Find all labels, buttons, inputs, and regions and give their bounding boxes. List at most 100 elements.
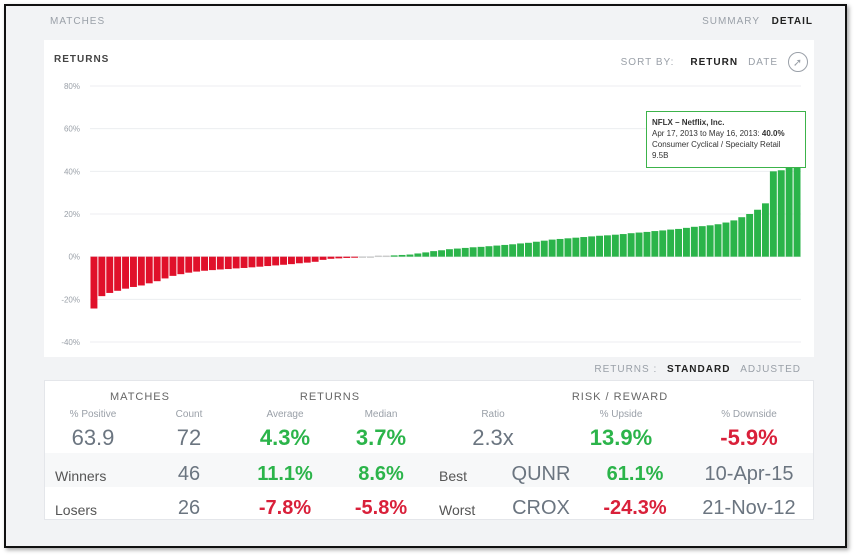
return-bar[interactable] bbox=[690, 226, 698, 257]
tooltip-sector: Consumer Cyclical / Specialty Retail bbox=[652, 140, 781, 149]
return-bar[interactable] bbox=[240, 256, 248, 268]
return-bar[interactable] bbox=[580, 237, 588, 257]
return-bar[interactable] bbox=[643, 231, 651, 257]
return-bar[interactable] bbox=[785, 167, 793, 257]
return-bar[interactable] bbox=[501, 244, 509, 257]
return-bar[interactable] bbox=[374, 255, 382, 257]
return-bar[interactable] bbox=[777, 170, 785, 257]
return-bar[interactable] bbox=[477, 246, 485, 257]
return-bar[interactable] bbox=[667, 229, 675, 257]
detail-tab[interactable]: DETAIL bbox=[771, 16, 813, 27]
return-bar[interactable] bbox=[548, 239, 556, 257]
return-bar[interactable] bbox=[280, 256, 287, 265]
return-bar[interactable] bbox=[683, 227, 690, 257]
return-bar[interactable] bbox=[793, 126, 801, 257]
average-label: Average bbox=[266, 409, 304, 420]
summary-tab[interactable]: SUMMARY bbox=[702, 16, 760, 27]
return-bar[interactable] bbox=[98, 256, 106, 297]
return-bar[interactable] bbox=[153, 256, 161, 282]
return-bar[interactable] bbox=[754, 209, 761, 257]
return-bar[interactable] bbox=[556, 238, 564, 257]
sort-date-option[interactable]: DATE bbox=[748, 56, 778, 68]
return-bar[interactable] bbox=[201, 256, 208, 271]
return-bar[interactable] bbox=[343, 256, 351, 258]
return-bar[interactable] bbox=[493, 245, 501, 257]
worst-label: Worst bbox=[439, 502, 476, 518]
return-bar[interactable] bbox=[698, 226, 706, 257]
return-bar[interactable] bbox=[367, 256, 374, 258]
return-bar[interactable] bbox=[762, 203, 769, 257]
return-bar[interactable] bbox=[604, 235, 611, 257]
return-bar[interactable] bbox=[288, 256, 295, 265]
return-bar[interactable] bbox=[248, 256, 256, 268]
return-bar[interactable] bbox=[319, 256, 327, 260]
return-bar[interactable] bbox=[611, 234, 619, 257]
return-bar[interactable] bbox=[106, 256, 114, 293]
return-bar[interactable] bbox=[659, 230, 667, 257]
return-bar[interactable] bbox=[509, 244, 517, 257]
return-bar[interactable] bbox=[627, 233, 635, 257]
return-bar[interactable] bbox=[232, 256, 240, 269]
return-bar[interactable] bbox=[137, 256, 145, 286]
return-bar[interactable] bbox=[722, 222, 730, 257]
return-bar[interactable] bbox=[461, 247, 469, 257]
return-bar[interactable] bbox=[651, 231, 659, 257]
return-bar[interactable] bbox=[446, 249, 453, 257]
return-bar[interactable] bbox=[430, 251, 438, 257]
return-bar[interactable] bbox=[564, 238, 572, 257]
return-bar[interactable] bbox=[161, 256, 169, 279]
return-bar[interactable] bbox=[272, 256, 280, 266]
return-bar[interactable] bbox=[122, 256, 129, 289]
return-bar[interactable] bbox=[351, 256, 359, 258]
return-bar[interactable] bbox=[414, 253, 422, 257]
return-bar[interactable] bbox=[714, 224, 722, 257]
return-bar[interactable] bbox=[422, 252, 430, 257]
return-bar[interactable] bbox=[311, 256, 319, 262]
return-bar[interactable] bbox=[738, 217, 746, 257]
return-bar[interactable] bbox=[264, 256, 272, 267]
return-bar[interactable] bbox=[406, 254, 414, 257]
return-bar[interactable] bbox=[335, 256, 343, 259]
return-bar[interactable] bbox=[596, 235, 603, 257]
return-bar[interactable] bbox=[193, 256, 201, 272]
adjusted-option[interactable]: ADJUSTED bbox=[740, 364, 801, 375]
return-bar[interactable] bbox=[295, 256, 303, 264]
return-bar[interactable] bbox=[746, 214, 754, 257]
return-bar[interactable] bbox=[114, 256, 122, 291]
return-bar[interactable] bbox=[256, 256, 264, 267]
sort-return-option[interactable]: RETURN bbox=[690, 56, 739, 68]
return-bar[interactable] bbox=[216, 256, 224, 270]
return-bar[interactable] bbox=[706, 225, 714, 257]
return-bar[interactable] bbox=[327, 256, 335, 259]
return-bar[interactable] bbox=[185, 256, 193, 273]
return-bar[interactable] bbox=[588, 236, 596, 257]
return-bar[interactable] bbox=[359, 256, 366, 258]
return-bar[interactable] bbox=[540, 240, 548, 257]
return-bar[interactable] bbox=[572, 237, 580, 257]
return-bar[interactable] bbox=[177, 256, 185, 275]
return-bar[interactable] bbox=[469, 247, 477, 257]
standard-option[interactable]: STANDARD bbox=[667, 364, 731, 375]
return-bar[interactable] bbox=[382, 255, 390, 257]
return-bar[interactable] bbox=[769, 171, 777, 257]
return-bar[interactable] bbox=[635, 232, 643, 257]
return-bar[interactable] bbox=[525, 242, 532, 257]
return-bar[interactable] bbox=[90, 256, 98, 309]
return-bar[interactable] bbox=[453, 248, 461, 257]
return-bar[interactable] bbox=[398, 254, 406, 257]
return-bar[interactable] bbox=[532, 241, 540, 257]
return-bar[interactable] bbox=[438, 250, 445, 257]
return-bar[interactable] bbox=[130, 256, 137, 287]
return-bar[interactable] bbox=[303, 256, 311, 263]
return-bar[interactable] bbox=[619, 234, 627, 257]
return-bar[interactable] bbox=[145, 256, 153, 284]
return-bar[interactable] bbox=[390, 255, 398, 257]
return-bar[interactable] bbox=[485, 246, 493, 257]
return-bar[interactable] bbox=[169, 256, 177, 276]
return-bar[interactable] bbox=[517, 243, 524, 257]
return-bar[interactable] bbox=[730, 220, 738, 257]
return-bar[interactable] bbox=[209, 256, 216, 271]
return-bar[interactable] bbox=[675, 228, 682, 257]
return-bar[interactable] bbox=[224, 256, 232, 270]
share-arrow-icon[interactable]: ➚ bbox=[788, 52, 808, 72]
